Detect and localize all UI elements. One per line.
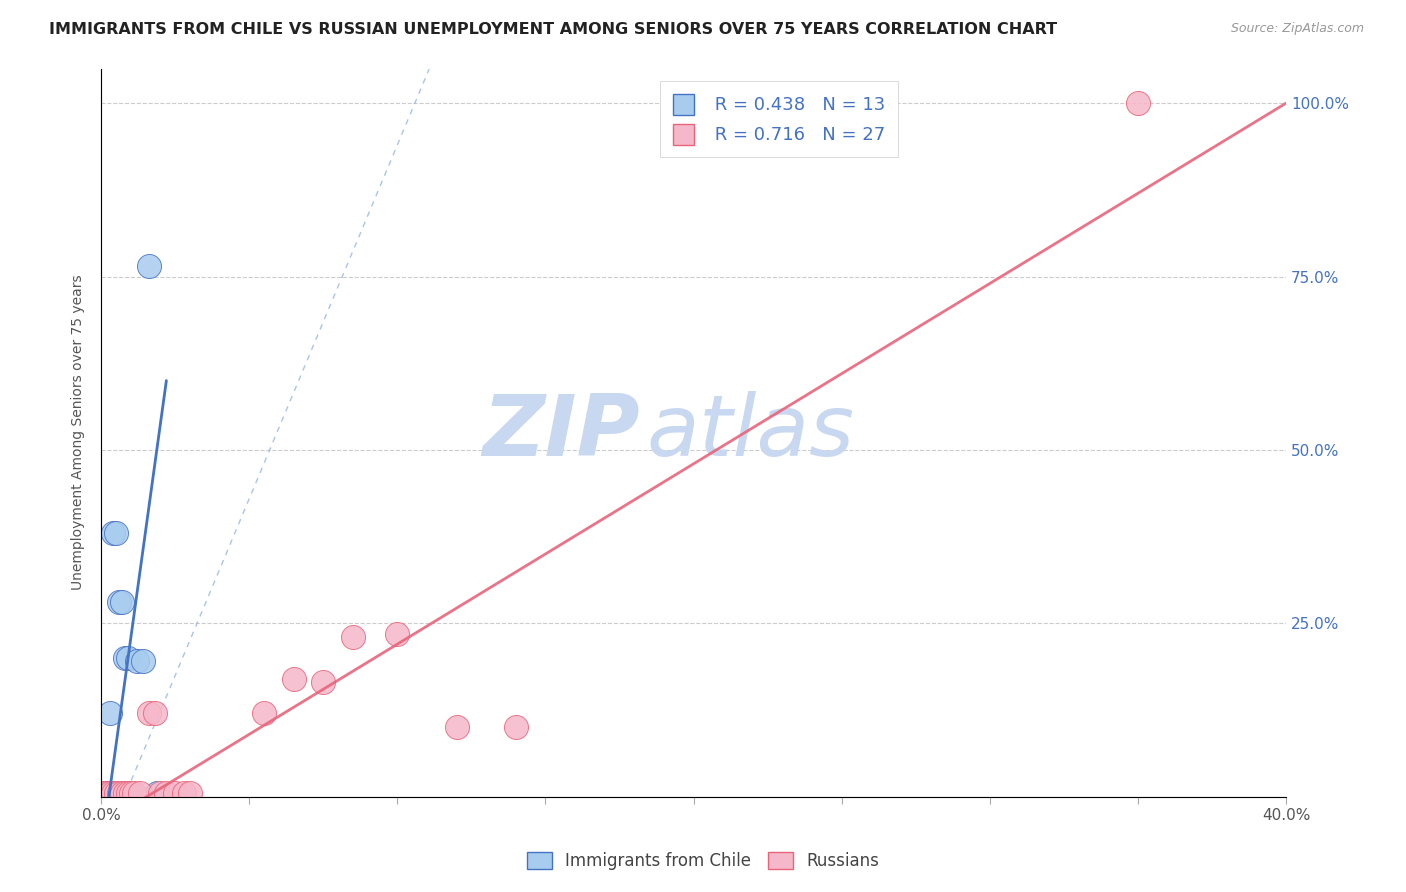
Point [173,786,195,800]
Text: ZIP: ZIP [482,391,640,474]
Point [125,655,148,669]
Point [96,786,118,800]
Point [108,786,131,800]
Point [143,706,166,721]
Point [253,706,276,721]
Point [101,526,124,541]
Point [114,786,136,800]
Text: Source: ZipAtlas.com: Source: ZipAtlas.com [1230,22,1364,36]
Text: IMMIGRANTS FROM CHILE VS RUSSIAN UNEMPLOYMENT AMONG SENIORS OVER 75 YEARS CORREL: IMMIGRANTS FROM CHILE VS RUSSIAN UNEMPLO… [49,22,1057,37]
Point [101,786,124,800]
Point [120,786,142,800]
Point [114,651,136,665]
Point [98,706,121,721]
Text: atlas: atlas [647,391,855,474]
Point [155,786,177,800]
Point [93,786,115,800]
Point [149,786,172,800]
Point [93,786,115,800]
Point [131,655,153,669]
Point [138,706,160,721]
Point [146,786,169,800]
Point [283,672,305,686]
Legend:  R = 0.438   N = 13,  R = 0.716   N = 27: R = 0.438 N = 13, R = 0.716 N = 27 [661,81,898,157]
Point [105,526,128,541]
Point [117,786,139,800]
Point [105,786,128,800]
Point [128,786,150,800]
Point [1126,96,1149,111]
Point [179,786,201,800]
Point [342,630,364,644]
Legend: Immigrants from Chile, Russians: Immigrants from Chile, Russians [520,845,886,877]
Point [96,786,118,800]
Point [505,720,527,734]
Point [117,651,139,665]
Point [98,786,121,800]
Point [446,720,468,734]
Point [138,259,160,273]
Point [122,786,145,800]
Point [165,786,187,800]
Y-axis label: Unemployment Among Seniors over 75 years: Unemployment Among Seniors over 75 years [72,275,86,591]
Point [312,675,335,690]
Point [111,595,134,609]
Point [387,626,409,640]
Point [111,786,134,800]
Point [108,595,131,609]
